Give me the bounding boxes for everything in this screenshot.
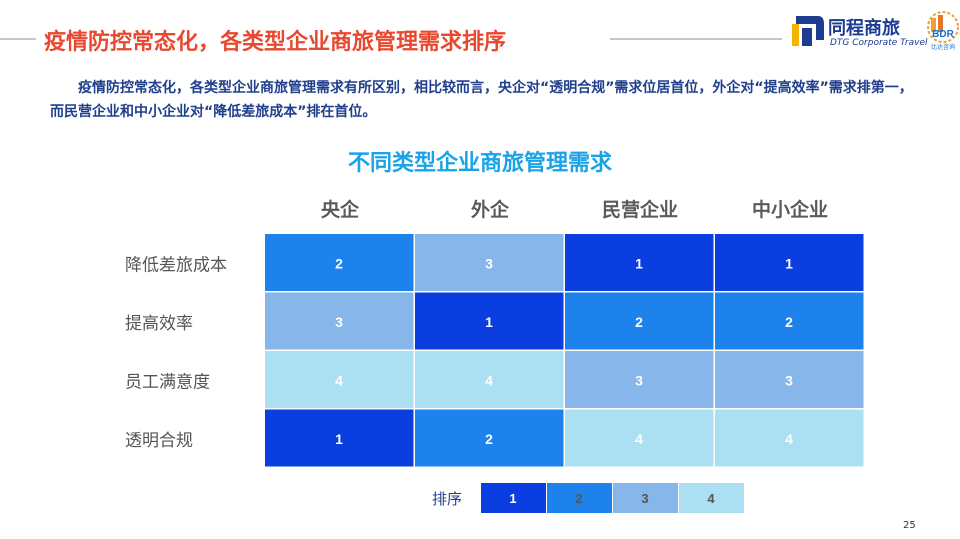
legend-item-label: 2 [575, 491, 582, 506]
cell-value: 3 [485, 255, 493, 271]
chart-title: 不同类型企业商旅管理需求 [347, 151, 612, 176]
cell-value: 4 [785, 431, 793, 447]
heatmap-cell [715, 234, 864, 291]
cell-value: 3 [335, 314, 343, 330]
heatmap-cell [715, 292, 864, 350]
heatmap-cell [715, 409, 864, 467]
cell-value: 4 [485, 372, 493, 388]
legend-swatch [547, 483, 612, 513]
brand-mark-icon [792, 16, 824, 46]
legend-item-label: 4 [707, 491, 715, 506]
page-number: 25 [903, 520, 916, 531]
heatmap-cell [415, 292, 564, 350]
heatmap-cell [415, 234, 564, 291]
heatmap-cell [565, 292, 714, 350]
column-header: 央企 [321, 198, 360, 221]
legend-item-label: 3 [641, 491, 648, 506]
row-label: 提高效率 [125, 314, 193, 334]
slide-title: 疫情防控常态化，各类型企业商旅管理需求排序 [44, 30, 507, 55]
cell-value: 2 [335, 255, 343, 271]
column-header: 中小企业 [752, 198, 828, 221]
legend-label: 排序 [432, 490, 462, 508]
cell-value: 1 [785, 255, 793, 271]
title-right-rule [610, 38, 782, 40]
heatmap-cell [265, 234, 414, 291]
legend-swatch [679, 483, 744, 513]
cell-value: 4 [335, 372, 343, 388]
heatmap-cell [265, 409, 414, 467]
brand-subtitle: DTG Corporate Travel [830, 38, 928, 48]
heatmap-cell [265, 292, 414, 350]
cell-value: 3 [785, 372, 793, 388]
row-label: 降低差旅成本 [125, 255, 227, 275]
bdr-badge-subtext: 比达咨询 [931, 43, 955, 51]
cell-value: 3 [635, 372, 643, 388]
heatmap-cell [415, 409, 564, 467]
cell-value: 1 [335, 431, 343, 447]
legend-swatch [481, 483, 546, 513]
column-header: 外企 [471, 198, 510, 221]
bdr-badge-icon: BDR 比达咨询 [927, 11, 959, 51]
heatmap-cell [265, 351, 414, 408]
cell-value: 2 [785, 314, 793, 330]
heatmap-cell [715, 351, 864, 408]
column-header: 民营企业 [602, 198, 678, 221]
brand-logo: 同程商旅 DTG Corporate Travel BDR 比达咨询 [792, 10, 960, 52]
cell-value: 2 [635, 314, 643, 330]
row-label: 员工满意度 [125, 372, 210, 392]
cell-value: 2 [485, 431, 493, 447]
heatmap-cell [565, 409, 714, 467]
title-left-rule [0, 38, 36, 40]
heatmap-cell [415, 351, 564, 408]
cell-value: 4 [635, 431, 643, 447]
intro-paragraph: 疫情防控常态化，各类型企业商旅管理需求有所区别，相比较而言，央企对“透明合规”需… [50, 80, 913, 120]
heatmap-cell [565, 234, 714, 291]
bdr-badge-text: BDR [932, 29, 954, 40]
row-label: 透明合规 [125, 431, 193, 451]
legend-swatch [613, 483, 678, 513]
brand-name: 同程商旅 [828, 18, 900, 39]
cell-value: 1 [485, 314, 493, 330]
legend-item-label: 1 [509, 491, 516, 506]
cell-value: 1 [635, 255, 643, 271]
heatmap-cell [565, 351, 714, 408]
